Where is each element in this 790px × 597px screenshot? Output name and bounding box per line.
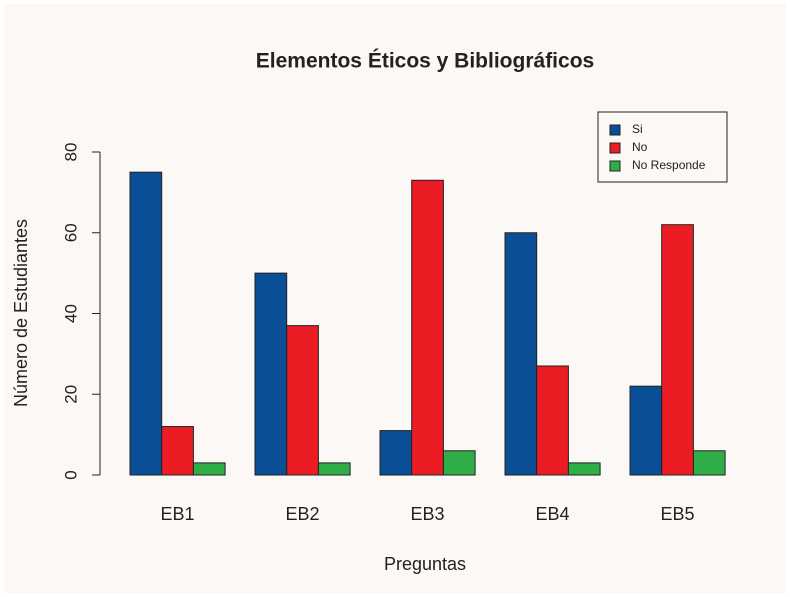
bar <box>567 462 601 476</box>
x-tick-label: EB5 <box>661 504 695 524</box>
bar <box>411 179 444 476</box>
legend-label: No <box>632 140 648 154</box>
y-tick-label: 80 <box>61 143 80 162</box>
y-tick-label: 0 <box>61 470 80 479</box>
y-axis-title: Número de Estudiantes <box>11 219 31 407</box>
bar <box>161 426 194 476</box>
bar <box>504 232 538 476</box>
y-tick-label: 40 <box>61 304 80 323</box>
bar <box>661 224 694 476</box>
x-axis-title: Preguntas <box>384 554 466 574</box>
legend-label: Si <box>632 122 643 136</box>
legend-label: No Responde <box>632 158 706 172</box>
legend-swatch <box>609 142 621 154</box>
bar <box>692 450 726 476</box>
x-tick-label: EB3 <box>411 504 445 524</box>
bar <box>379 430 413 476</box>
x-tick-label: EB4 <box>536 504 570 524</box>
y-tick-label: 60 <box>61 223 80 242</box>
legend-swatch <box>609 124 621 136</box>
bar <box>536 365 569 476</box>
bar <box>254 272 288 476</box>
bar <box>317 462 351 476</box>
bar <box>629 385 663 476</box>
bar <box>442 450 476 476</box>
y-tick-label: 20 <box>61 385 80 404</box>
chart-title: Elementos Éticos y Bibliográficos <box>256 50 594 73</box>
legend-swatch <box>609 160 621 172</box>
bar <box>286 325 319 476</box>
bar <box>129 171 163 476</box>
bar <box>192 462 226 476</box>
x-tick-label: EB2 <box>286 504 320 524</box>
x-tick-label: EB1 <box>161 504 195 524</box>
